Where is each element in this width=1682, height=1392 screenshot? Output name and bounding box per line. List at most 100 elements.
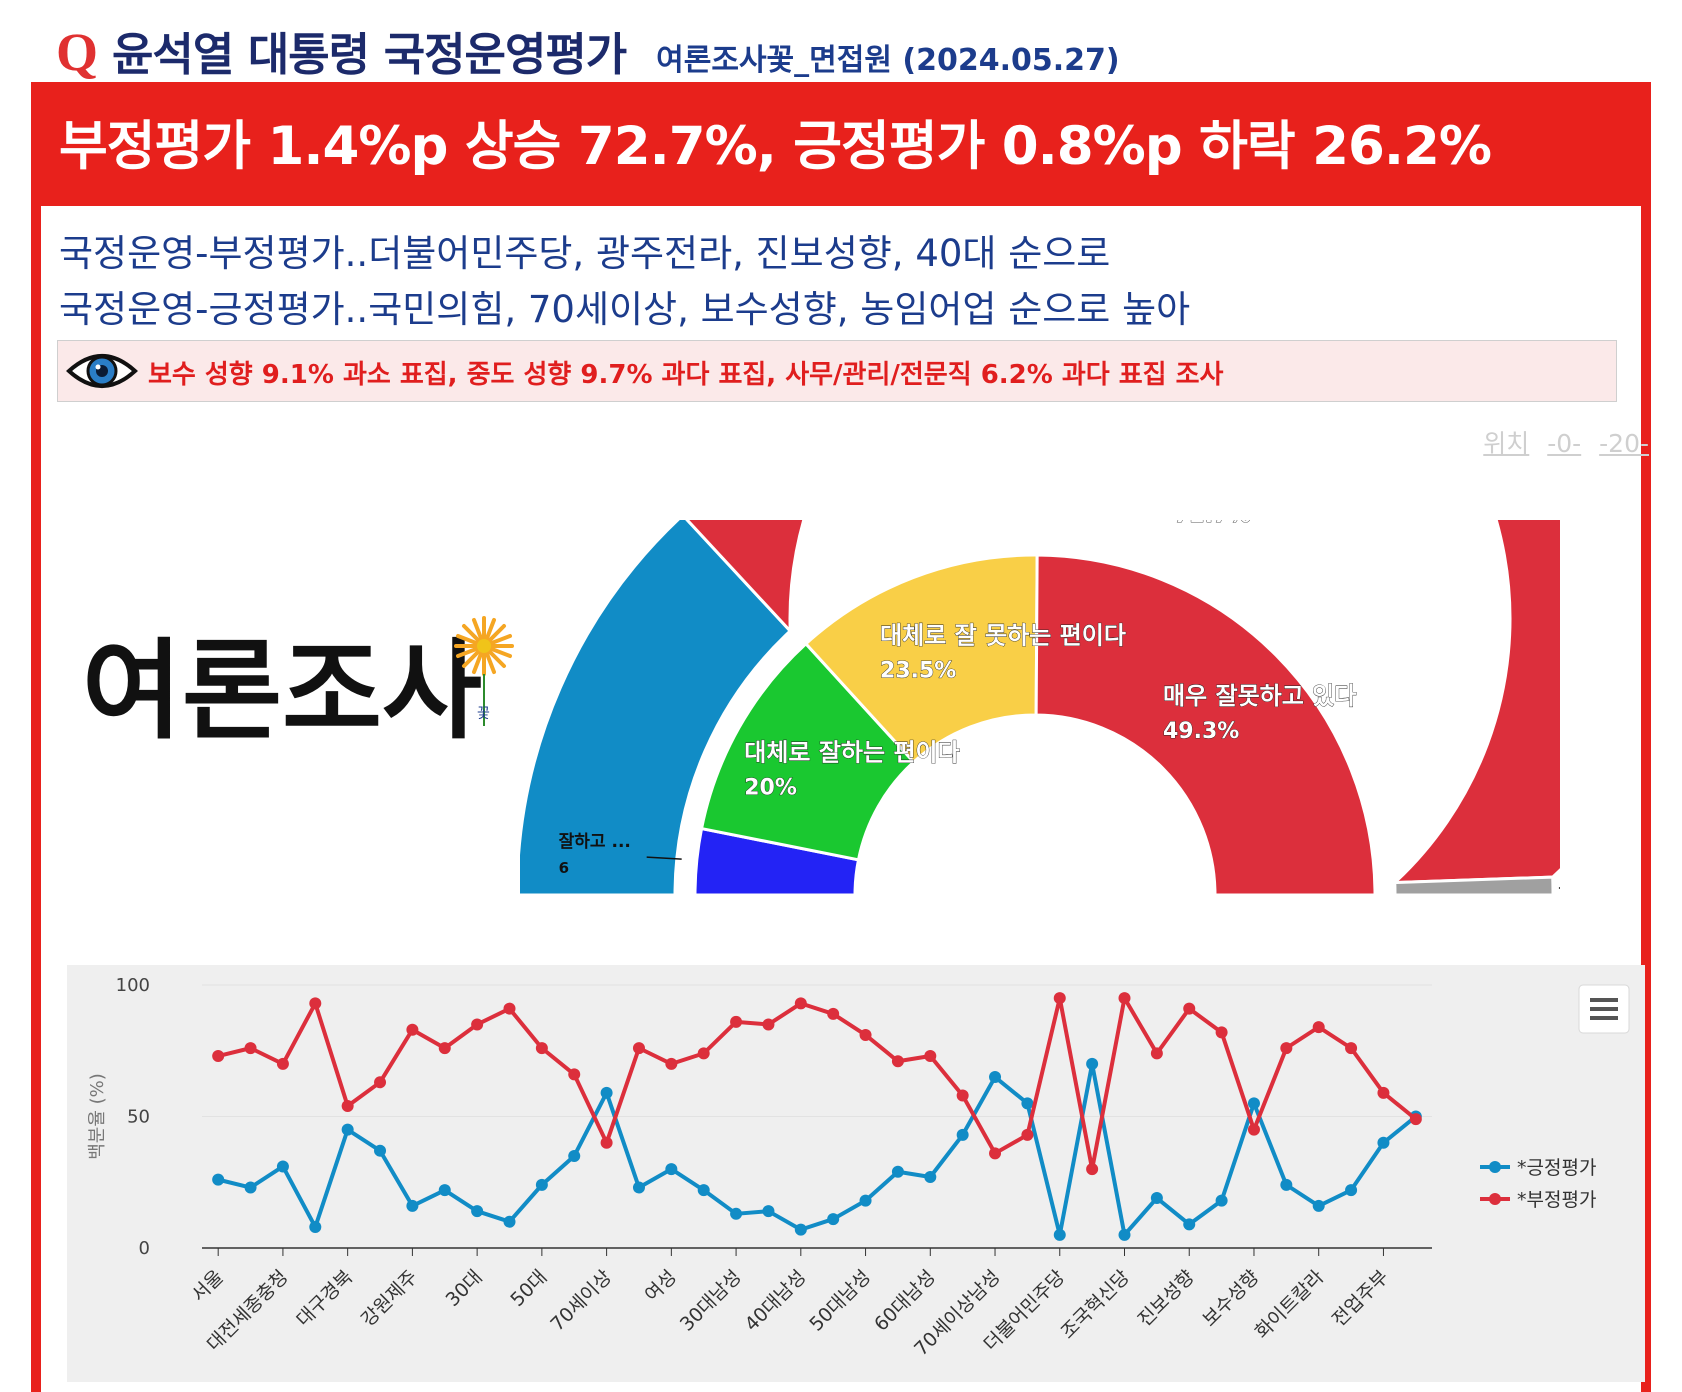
series-0-point[interactable] — [1150, 1192, 1163, 1205]
series-1-point[interactable] — [406, 1023, 419, 1036]
series-1-point[interactable] — [1247, 1123, 1260, 1136]
series-1-point[interactable] — [374, 1076, 387, 1089]
series-1-point[interactable] — [956, 1089, 969, 1102]
y-axis-label: 백분율 (%) — [87, 1073, 108, 1160]
series-0-point[interactable] — [891, 1165, 904, 1178]
series-1-point[interactable] — [1312, 1021, 1325, 1034]
series-0-point[interactable] — [989, 1071, 1002, 1084]
series-0-point[interactable] — [827, 1213, 840, 1226]
series-line-1[interactable] — [217, 996, 1418, 1172]
series-1-point[interactable] — [276, 1057, 289, 1070]
legend-label-0[interactable]: *긍정평가 — [1517, 1157, 1596, 1179]
series-0-point[interactable] — [1345, 1184, 1358, 1197]
series-1-point[interactable] — [1118, 992, 1131, 1005]
series-0-point[interactable] — [1312, 1199, 1325, 1212]
series-0-point[interactable] — [1086, 1057, 1099, 1070]
logo-small-text: 꽃 — [477, 706, 490, 722]
series-1-point[interactable] — [665, 1057, 678, 1070]
series-0-point[interactable] — [1377, 1136, 1390, 1149]
outer-slice-1[interactable] — [682, 520, 1560, 885]
series-0-point[interactable] — [600, 1086, 613, 1099]
position-link-20[interactable]: -20- — [1599, 429, 1649, 458]
brand-logo: 여론조사 꽃 — [82, 616, 514, 748]
series-0-point[interactable] — [212, 1173, 225, 1186]
outer-slice-0[interactable] — [520, 520, 793, 897]
inner-slice-3[interactable] — [1034, 553, 1377, 897]
inner-label-0: 잘하고 ... — [559, 831, 631, 852]
series-1-point[interactable] — [600, 1136, 613, 1149]
series-1-point[interactable] — [1021, 1128, 1034, 1141]
series-1-point[interactable] — [568, 1068, 581, 1081]
position-link-0[interactable]: -0- — [1547, 429, 1582, 458]
series-1-point[interactable] — [1215, 1026, 1228, 1039]
series-1-point[interactable] — [730, 1015, 743, 1028]
series-1-point[interactable] — [309, 997, 322, 1010]
series-1-point[interactable] — [1183, 1002, 1196, 1015]
series-1-point[interactable] — [989, 1147, 1002, 1160]
series-0-point[interactable] — [374, 1144, 387, 1157]
series-1-point[interactable] — [1409, 1113, 1422, 1126]
series-0-point[interactable] — [924, 1170, 937, 1183]
series-0-point[interactable] — [956, 1128, 969, 1141]
series-line-0[interactable] — [217, 1061, 1418, 1237]
series-1-point[interactable] — [891, 1055, 904, 1068]
summary: 국정운영-부정평가..더불어민주당, 광주전라, 진보성향, 40대 순으로 국… — [59, 226, 1190, 338]
series-0-point[interactable] — [503, 1215, 516, 1228]
series-1-point[interactable] — [212, 1050, 225, 1063]
series-0-point[interactable] — [568, 1149, 581, 1162]
hamburger-menu-icon[interactable] — [1578, 984, 1630, 1034]
legend-marker-0[interactable] — [1489, 1161, 1501, 1173]
series-0-point[interactable] — [535, 1178, 548, 1191]
series-0-point[interactable] — [309, 1220, 322, 1233]
series-1-point[interactable] — [794, 997, 807, 1010]
series-1-point[interactable] — [503, 1002, 516, 1015]
series-0-point[interactable] — [1053, 1228, 1066, 1241]
series-1-point[interactable] — [827, 1007, 840, 1020]
legend-marker-1[interactable] — [1489, 1193, 1501, 1205]
series-0-point[interactable] — [632, 1181, 645, 1194]
series-1-point[interactable] — [535, 1042, 548, 1055]
series-1-point[interactable] — [859, 1028, 872, 1041]
series-1-point[interactable] — [632, 1042, 645, 1055]
eye-icon — [66, 354, 138, 388]
series-1-point[interactable] — [1053, 992, 1066, 1005]
y-tick-label: 100 — [116, 975, 150, 996]
series-0-point[interactable] — [1215, 1194, 1228, 1207]
series-1-point[interactable] — [1280, 1042, 1293, 1055]
series-0-point[interactable] — [697, 1184, 710, 1197]
series-0-point[interactable] — [1118, 1228, 1131, 1241]
series-1-point[interactable] — [471, 1018, 484, 1031]
series-0-point[interactable] — [1280, 1178, 1293, 1191]
series-1-point[interactable] — [1086, 1163, 1099, 1176]
position-links: 위치 -0- -20- — [1473, 424, 1649, 460]
series-0-point[interactable] — [794, 1223, 807, 1236]
position-label[interactable]: 위치 — [1483, 429, 1530, 458]
series-0-point[interactable] — [762, 1205, 775, 1218]
series-0-point[interactable] — [730, 1207, 743, 1220]
series-1-point[interactable] — [1150, 1047, 1163, 1060]
series-1-point[interactable] — [1345, 1042, 1358, 1055]
series-0-point[interactable] — [244, 1181, 257, 1194]
inner-value-1: 20% — [744, 776, 797, 801]
legend-label-1[interactable]: *부정평가 — [1517, 1189, 1596, 1211]
series-1-point[interactable] — [762, 1018, 775, 1031]
series-0-point[interactable] — [1021, 1097, 1034, 1110]
series-0-point[interactable] — [276, 1160, 289, 1173]
series-1-point[interactable] — [244, 1042, 257, 1055]
series-0-point[interactable] — [438, 1184, 451, 1197]
series-1-point[interactable] — [1377, 1086, 1390, 1099]
inner-label-1: 대체로 잘하는 편이다 — [744, 739, 959, 767]
series-0-point[interactable] — [859, 1194, 872, 1207]
series-1-point[interactable] — [697, 1047, 710, 1060]
series-1-point[interactable] — [341, 1099, 354, 1112]
series-1-point[interactable] — [924, 1050, 937, 1063]
series-0-point[interactable] — [1247, 1097, 1260, 1110]
outer-slice-2[interactable] — [1393, 875, 1555, 897]
series-0-point[interactable] — [341, 1123, 354, 1136]
flower-icon — [454, 616, 514, 726]
series-0-point[interactable] — [665, 1163, 678, 1176]
series-0-point[interactable] — [1183, 1218, 1196, 1231]
series-0-point[interactable] — [471, 1205, 484, 1218]
series-1-point[interactable] — [438, 1042, 451, 1055]
series-0-point[interactable] — [406, 1199, 419, 1212]
